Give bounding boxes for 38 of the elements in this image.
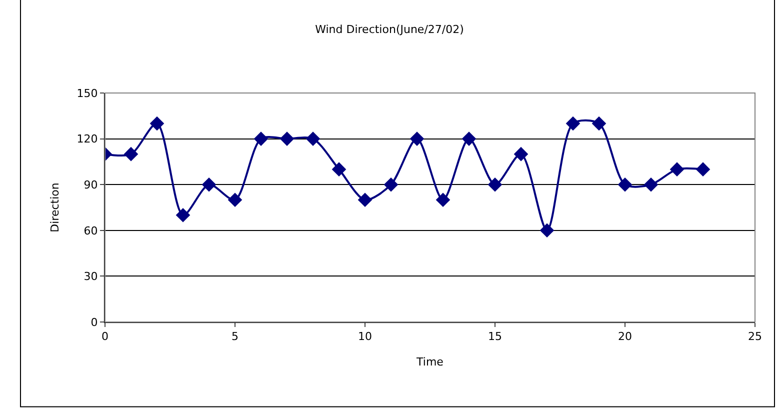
point [514, 146, 528, 162]
point [670, 162, 684, 176]
point [618, 177, 632, 192]
point [410, 132, 424, 146]
y-tick-label: 30 [84, 270, 98, 284]
x-tick-label: 10 [358, 330, 372, 344]
point [176, 208, 190, 222]
x-tick-label: 5 [232, 330, 238, 344]
x-axis-title: Time [416, 355, 444, 368]
point [228, 192, 242, 208]
point [436, 192, 450, 208]
point [202, 177, 216, 192]
point [540, 223, 554, 238]
point [254, 132, 268, 146]
y-tick-label: 90 [84, 178, 98, 192]
y-axis-title: Direction [48, 182, 62, 232]
point [644, 177, 658, 192]
x-tick-label: 20 [618, 330, 632, 344]
y-tick-label: 120 [76, 132, 98, 146]
y-tick-label: 0 [90, 316, 98, 329]
point [280, 132, 294, 146]
point [488, 177, 502, 192]
chart-title: Wind Direction(June/27/02) [315, 22, 464, 36]
x-tick-label: 0 [102, 330, 108, 344]
x-tick-label: 25 [748, 330, 762, 344]
point [150, 116, 164, 131]
point [358, 192, 372, 208]
point [124, 146, 138, 162]
point [384, 177, 398, 192]
point [592, 116, 606, 131]
point [696, 162, 710, 176]
x-tick-label: 15 [488, 330, 502, 344]
point [332, 162, 346, 176]
point [306, 132, 320, 146]
point [462, 132, 476, 146]
y-tick-label: 150 [76, 86, 98, 100]
point [566, 116, 580, 131]
y-tick-label: 60 [84, 224, 98, 238]
